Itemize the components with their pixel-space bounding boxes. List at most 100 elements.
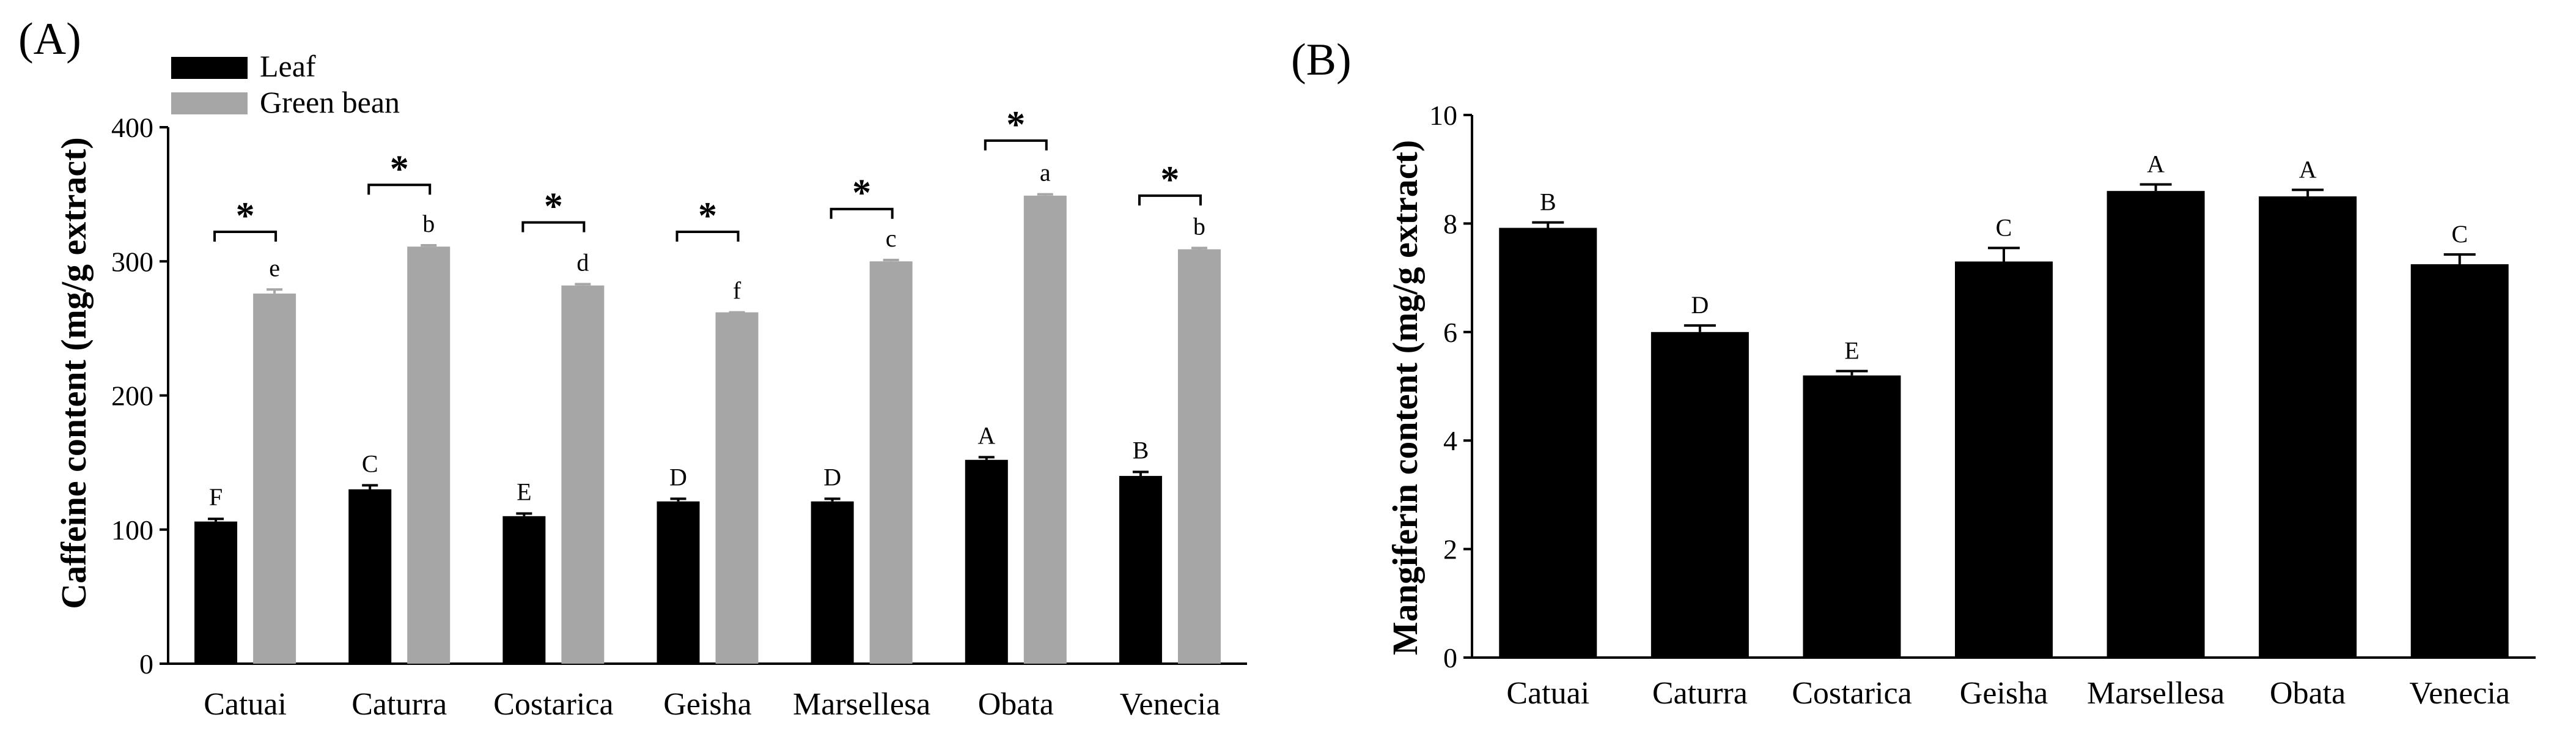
category-label: Costarica — [1792, 676, 1912, 711]
panel-b-category-labels: Catuai Caturra Costarica Geisha Marsellesa Ob… — [1506, 676, 2510, 711]
panel-b-bars: B D E C A A C — [1499, 150, 2509, 658]
y-tick-label: 4 — [1443, 425, 1457, 456]
bar-green-bean — [1023, 195, 1067, 664]
bar-green-bean — [869, 261, 913, 664]
panel-a-caffeine-chart: (A) Caffeine content (mg/g extract) Leaf… — [18, 14, 1247, 722]
category-label: Marsellesa — [793, 687, 930, 722]
bar-leaf — [965, 459, 1008, 664]
bar-green-bean — [1177, 249, 1221, 664]
significance-letter-leaf: C — [362, 450, 378, 477]
significance-letter-green-bean: e — [269, 254, 280, 281]
panel-a-bars: Fe Cb Ed Df Dc Aa Bb — [194, 159, 1221, 664]
category-label: Venecia — [1120, 687, 1221, 722]
y-tick-label: 400 — [111, 112, 153, 143]
significance-bracket — [367, 184, 432, 195]
significance-letter-mangiferin: A — [2147, 150, 2165, 178]
category-label: Obata — [2270, 676, 2346, 711]
bar-mangiferin — [1650, 332, 1749, 658]
bar-leaf — [811, 501, 854, 664]
bar-mangiferin — [2259, 196, 2357, 658]
legend-swatch-green-bean — [171, 92, 248, 114]
significance-letter-green-bean: c — [886, 224, 897, 252]
category-label: Obata — [978, 687, 1054, 722]
legend-label-green-bean: Green bean — [260, 85, 400, 119]
y-tick-label: 10 — [1429, 100, 1457, 131]
bar-green-bean — [561, 285, 605, 664]
significance-letter-leaf: D — [669, 463, 687, 491]
significance-asterisk: * — [698, 195, 717, 237]
category-label: Venecia — [2409, 676, 2510, 711]
significance-letter-green-bean: b — [422, 210, 435, 237]
panel-b-y-axis-title: Mangiferin content (mg/g extract) — [1385, 140, 1425, 655]
significance-asterisk: * — [544, 186, 563, 228]
significance-letter-mangiferin: B — [1540, 188, 1556, 216]
panel-b-y-ticks: 0 2 4 6 8 10 — [1429, 100, 1472, 673]
bar-leaf — [657, 501, 700, 664]
category-label: Marsellesa — [2087, 676, 2225, 711]
significance-letter-leaf: B — [1133, 436, 1149, 464]
bar-mangiferin — [2107, 191, 2205, 658]
significance-letter-green-bean: f — [733, 277, 742, 305]
panel-a-y-ticks: 0 100 200 300 400 — [111, 112, 168, 680]
category-label: Caturra — [351, 687, 447, 722]
bar-leaf — [502, 516, 546, 664]
y-tick-label: 2 — [1443, 534, 1457, 565]
significance-bracket — [830, 207, 894, 219]
y-tick-label: 100 — [111, 514, 153, 546]
bar-leaf — [194, 521, 238, 664]
significance-bracket — [213, 231, 278, 242]
category-label: Catuai — [1506, 676, 1589, 711]
significance-letter-leaf: F — [209, 483, 223, 511]
significance-letter-green-bean: a — [1040, 159, 1051, 187]
bar-green-bean — [715, 312, 759, 664]
legend-swatch-leaf — [171, 57, 248, 79]
panel-a-label: (A) — [18, 14, 81, 64]
panel-b-label: (B) — [1291, 35, 1352, 85]
significance-asterisk: * — [1006, 104, 1025, 146]
significance-asterisk: * — [1160, 159, 1179, 201]
bar-mangiferin — [1499, 228, 1597, 658]
bar-mangiferin — [2410, 264, 2509, 658]
category-label: Catuai — [204, 687, 287, 722]
category-label: Costarica — [493, 687, 613, 722]
significance-bracket — [521, 221, 586, 232]
significance-letter-mangiferin: C — [2451, 220, 2468, 248]
significance-letter-mangiferin: A — [2299, 155, 2317, 183]
bar-leaf — [1119, 476, 1162, 664]
bar-mangiferin — [1955, 261, 2053, 658]
significance-asterisk: * — [236, 195, 255, 237]
bar-green-bean — [253, 293, 296, 664]
significance-letter-mangiferin: D — [1691, 291, 1709, 319]
y-tick-label: 6 — [1443, 317, 1457, 348]
bar-mangiferin — [1803, 375, 1901, 658]
significance-letter-green-bean: b — [1193, 212, 1205, 240]
significance-letter-green-bean: d — [576, 249, 589, 276]
panel-a-significance-brackets: * * * * * * * — [213, 104, 1202, 242]
significance-bracket — [675, 231, 740, 242]
y-tick-label: 0 — [139, 648, 153, 680]
panel-a-category-labels: Catuai Caturra Costarica Geisha Marsellesa Ob… — [204, 687, 1220, 722]
panel-a-legend: Leaf Green bean — [171, 49, 400, 119]
bar-green-bean — [407, 247, 451, 664]
significance-bracket — [1138, 194, 1202, 206]
legend-label-leaf: Leaf — [260, 49, 316, 83]
y-tick-label: 300 — [111, 246, 153, 277]
category-label: Geisha — [663, 687, 751, 722]
significance-asterisk: * — [852, 172, 871, 214]
panel-a-y-axis-title: Caffeine content (mg/g extract) — [54, 137, 94, 609]
significance-letter-leaf: A — [977, 421, 995, 449]
bar-leaf — [348, 489, 392, 664]
significance-letter-mangiferin: C — [1996, 213, 2012, 241]
y-tick-label: 200 — [111, 380, 153, 412]
significance-letter-leaf: E — [517, 478, 531, 505]
category-label: Caturra — [1652, 676, 1748, 711]
panel-b-mangiferin-chart: (B) Mangiferin content (mg/g extract) 0 2… — [1291, 35, 2536, 711]
significance-letter-mangiferin: E — [1844, 337, 1859, 365]
significance-letter-leaf: D — [823, 463, 841, 491]
y-tick-label: 8 — [1443, 208, 1457, 239]
category-label: Geisha — [1960, 676, 2048, 711]
significance-asterisk: * — [390, 148, 409, 190]
y-tick-label: 0 — [1443, 642, 1457, 673]
significance-bracket — [984, 139, 1048, 150]
